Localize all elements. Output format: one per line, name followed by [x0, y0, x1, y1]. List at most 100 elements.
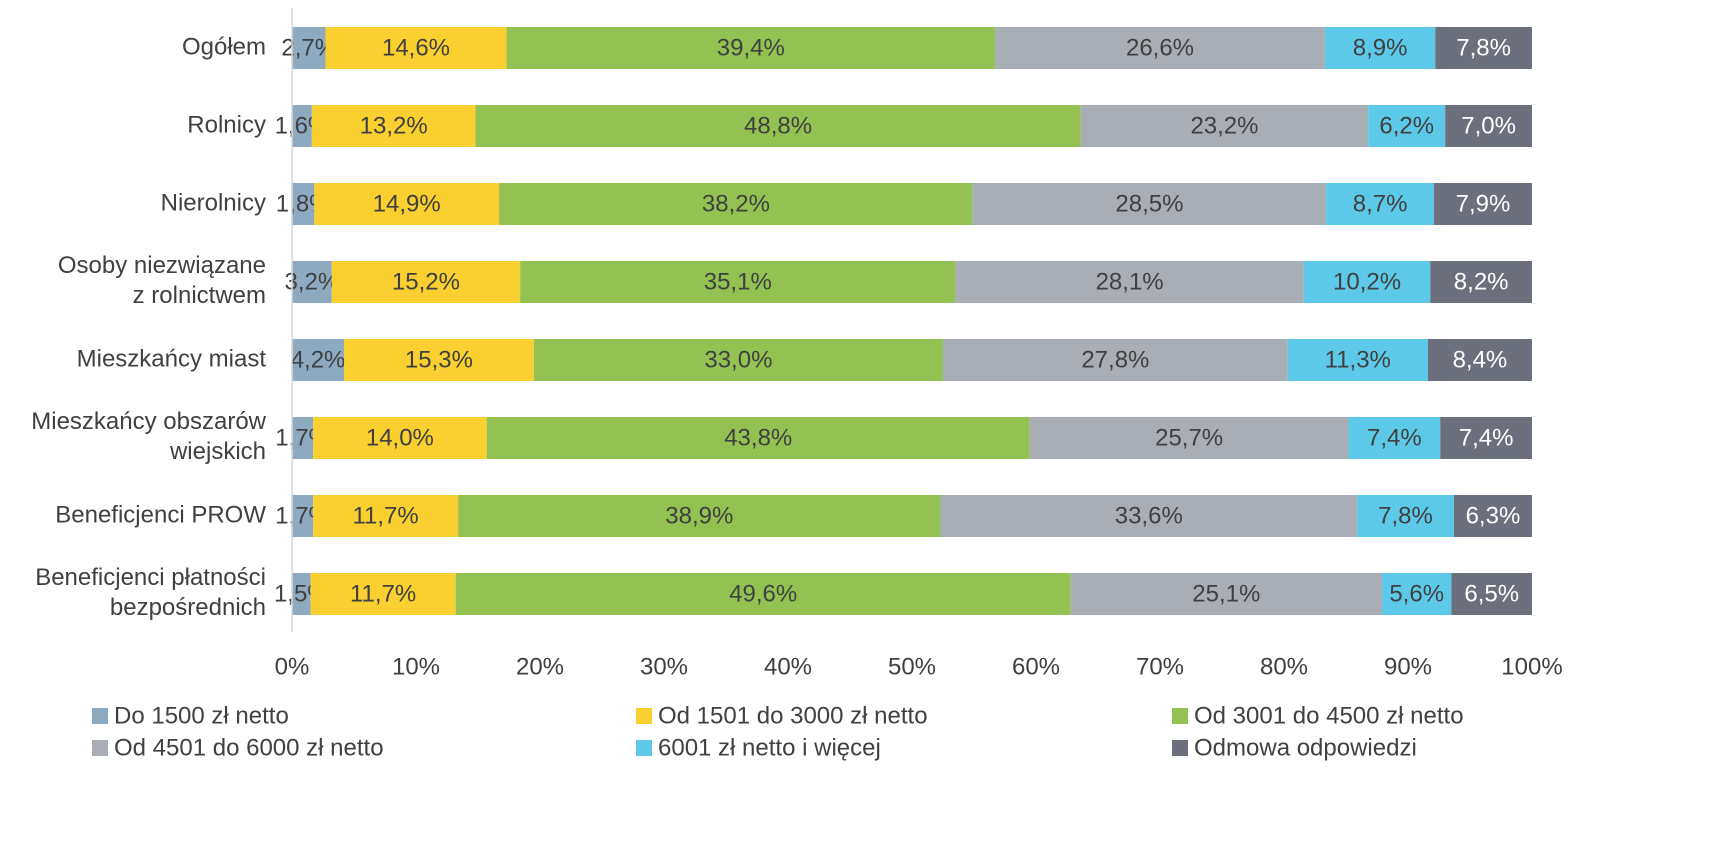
- data-label: 8,9%: [1353, 34, 1408, 61]
- data-label: 35,1%: [704, 268, 772, 295]
- x-tick-label: 60%: [1012, 653, 1060, 680]
- data-label: 15,2%: [392, 268, 460, 295]
- data-label: 3,2%: [284, 268, 339, 295]
- data-label: 14,0%: [366, 424, 434, 451]
- bar-segment: [972, 183, 1327, 225]
- legend-swatch: [1172, 740, 1188, 756]
- bar-segment: [292, 339, 345, 381]
- legend-label: Od 4501 do 6000 zł netto: [114, 734, 384, 761]
- data-label: 48,8%: [744, 112, 812, 139]
- y-tick-label: Mieszkańcy miast: [77, 345, 267, 372]
- bar-segment: [520, 261, 956, 303]
- legend-label: 6001 zł netto i więcej: [658, 734, 881, 761]
- x-tick-label: 40%: [764, 653, 812, 680]
- bar-segment: [995, 27, 1325, 69]
- x-tick-label: 50%: [888, 653, 936, 680]
- bar-segment: [506, 27, 996, 69]
- bar-segment: [292, 261, 332, 303]
- legend-label: Od 3001 do 4500 zł netto: [1194, 702, 1464, 729]
- bar-segment: [1381, 573, 1452, 615]
- legend-swatch: [636, 740, 652, 756]
- bar-segment: [455, 573, 1071, 615]
- bar-segment: [292, 27, 326, 69]
- data-label: 7,4%: [1459, 424, 1514, 451]
- y-tick-label: Beneficjenci płatności bezpośrednich: [35, 564, 266, 621]
- x-tick-label: 70%: [1136, 653, 1184, 680]
- bar-segment: [1453, 495, 1532, 537]
- bar-segment: [533, 339, 943, 381]
- bar-segment: [292, 105, 312, 147]
- x-tick-label: 90%: [1384, 653, 1432, 680]
- x-tick-label: 80%: [1260, 653, 1308, 680]
- data-label: 10,2%: [1333, 268, 1401, 295]
- bar-segment: [1303, 261, 1431, 303]
- legend-swatch: [636, 708, 652, 724]
- bar-segment: [1434, 183, 1532, 225]
- data-label: 28,1%: [1096, 268, 1164, 295]
- bar-segment: [314, 183, 500, 225]
- bar-segment: [292, 495, 314, 537]
- bar-segment: [310, 573, 456, 615]
- data-label: 7,8%: [1456, 34, 1511, 61]
- data-label: 6,2%: [1379, 112, 1434, 139]
- data-label: 26,6%: [1126, 34, 1194, 61]
- data-label: 8,2%: [1454, 268, 1509, 295]
- bar-segment: [1326, 183, 1435, 225]
- bar-segment: [325, 27, 507, 69]
- x-tick-label: 20%: [516, 653, 564, 680]
- bar-segment: [1357, 495, 1454, 537]
- data-label: 25,1%: [1192, 580, 1260, 607]
- bar-segment: [1287, 339, 1428, 381]
- bar-segment: [1445, 105, 1532, 147]
- bar-segment: [1440, 417, 1532, 459]
- data-label: 7,8%: [1378, 502, 1433, 529]
- bar-segment: [1451, 573, 1532, 615]
- bar-segment: [313, 495, 459, 537]
- data-label: 8,7%: [1353, 190, 1408, 217]
- bar-segment: [292, 417, 314, 459]
- data-label: 38,9%: [665, 502, 733, 529]
- bar-segment: [1348, 417, 1441, 459]
- data-label: 13,2%: [360, 112, 428, 139]
- data-label: 11,3%: [1325, 346, 1391, 373]
- data-label: 5,6%: [1389, 580, 1444, 607]
- data-label: 28,5%: [1115, 190, 1183, 217]
- data-label: 33,6%: [1115, 502, 1183, 529]
- bar-segment: [458, 495, 941, 537]
- bar-segment: [311, 105, 476, 147]
- data-label: 4,2%: [291, 346, 346, 373]
- bar-segment: [344, 339, 534, 381]
- data-label: 33,0%: [704, 346, 772, 373]
- bar-segment: [1070, 573, 1382, 615]
- legend-label: Od 1501 do 3000 zł netto: [658, 702, 928, 729]
- data-label: 38,2%: [702, 190, 770, 217]
- bar-segment: [940, 495, 1358, 537]
- legend-swatch: [92, 740, 108, 756]
- bar-segment: [955, 261, 1304, 303]
- legend-label: Do 1500 zł netto: [114, 702, 289, 729]
- x-tick-label: 10%: [392, 653, 440, 680]
- y-tick-label: Mieszkańcy obszarów wiejskich: [31, 408, 266, 465]
- bar-segment: [499, 183, 973, 225]
- bar-segment: [486, 417, 1030, 459]
- data-label: 39,4%: [717, 34, 785, 61]
- bar-segment: [1368, 105, 1446, 147]
- bar-segment: [313, 417, 487, 459]
- data-label: 7,4%: [1367, 424, 1422, 451]
- bar-segment: [1324, 27, 1436, 69]
- x-tick-label: 30%: [640, 653, 688, 680]
- bar-segment: [475, 105, 1081, 147]
- data-label: 27,8%: [1081, 346, 1149, 373]
- y-tick-label: Rolnicy: [187, 111, 266, 138]
- bar-segment: [1430, 261, 1532, 303]
- data-label: 6,3%: [1466, 502, 1521, 529]
- bar-segment: [292, 573, 311, 615]
- bar-segment: [1029, 417, 1349, 459]
- legend-swatch: [92, 708, 108, 724]
- y-tick-label: Ogółem: [182, 33, 266, 60]
- legend-label: Odmowa odpowiedzi: [1194, 734, 1417, 761]
- bar-segment: [1427, 339, 1532, 381]
- y-tick-label: Osoby niezwiązane z rolnictwem: [58, 252, 266, 309]
- data-label: 14,6%: [382, 34, 450, 61]
